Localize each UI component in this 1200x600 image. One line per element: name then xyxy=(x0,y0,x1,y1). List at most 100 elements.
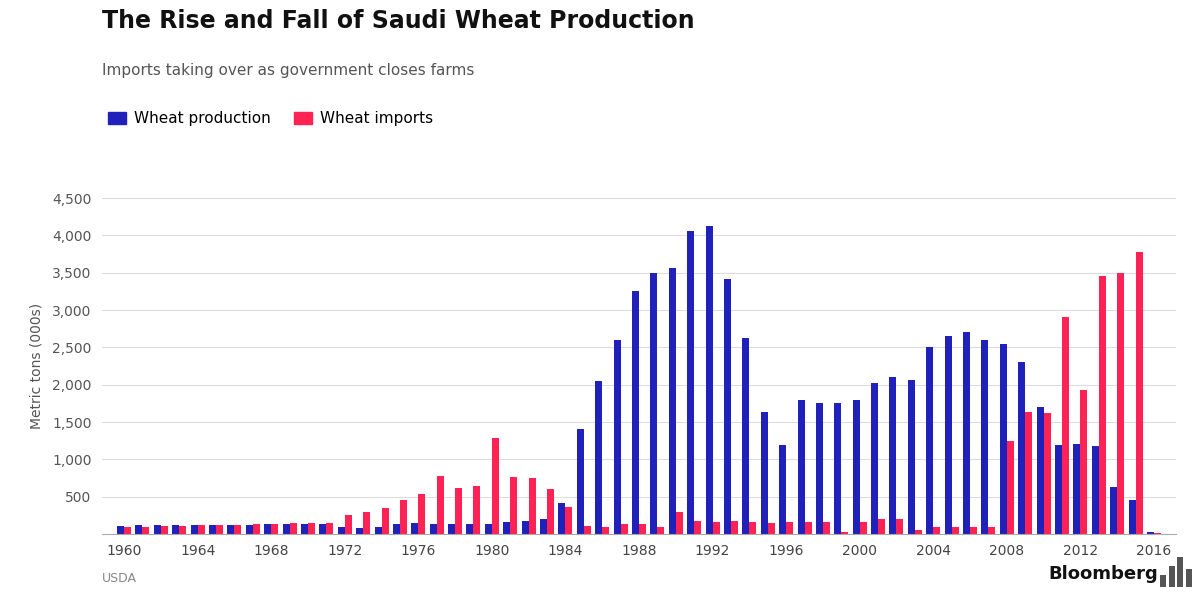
Bar xyxy=(688,231,694,534)
Bar xyxy=(154,525,161,534)
Bar xyxy=(952,527,959,534)
Bar xyxy=(161,526,168,534)
Bar xyxy=(896,519,904,534)
Bar xyxy=(289,523,296,534)
Bar xyxy=(982,340,989,534)
Bar xyxy=(1147,532,1154,534)
Bar xyxy=(577,430,584,534)
Bar xyxy=(908,380,914,534)
Bar xyxy=(658,527,665,534)
Bar xyxy=(786,522,793,534)
Bar xyxy=(1007,440,1014,534)
Bar xyxy=(841,532,848,534)
Bar xyxy=(216,525,223,534)
Bar xyxy=(191,524,198,534)
Bar xyxy=(271,524,278,534)
Bar xyxy=(779,445,786,534)
Bar xyxy=(706,226,713,534)
Bar xyxy=(529,478,535,534)
Bar xyxy=(337,527,344,534)
Bar xyxy=(558,503,565,534)
Bar xyxy=(823,523,830,534)
Bar xyxy=(1117,272,1124,534)
Bar xyxy=(319,524,326,534)
Bar xyxy=(474,486,480,534)
Bar xyxy=(970,527,977,534)
Bar xyxy=(1000,344,1007,534)
Bar xyxy=(503,522,510,534)
Text: Bloomberg: Bloomberg xyxy=(1049,565,1158,583)
Bar xyxy=(1062,317,1069,534)
Bar xyxy=(964,332,970,534)
Bar xyxy=(430,524,437,534)
Bar xyxy=(668,268,676,534)
Bar xyxy=(301,524,308,534)
Y-axis label: Metric tons (000s): Metric tons (000s) xyxy=(30,303,43,429)
Bar xyxy=(798,400,804,534)
Bar xyxy=(364,512,370,534)
Bar xyxy=(676,512,683,534)
Bar xyxy=(326,523,334,534)
Bar xyxy=(1025,412,1032,534)
Bar xyxy=(344,515,352,534)
Bar xyxy=(1177,557,1183,587)
Bar xyxy=(374,527,382,534)
Bar xyxy=(264,524,271,534)
Bar xyxy=(944,336,952,534)
Bar xyxy=(448,524,455,534)
Bar xyxy=(816,403,823,534)
Bar xyxy=(455,488,462,534)
Bar xyxy=(437,476,444,534)
Bar xyxy=(1073,445,1080,534)
Bar xyxy=(878,519,886,534)
Bar xyxy=(743,338,749,534)
Bar xyxy=(1080,390,1087,534)
Bar xyxy=(713,523,720,534)
Text: USDA: USDA xyxy=(102,572,137,585)
Bar xyxy=(282,524,289,534)
Bar xyxy=(749,523,756,534)
Bar xyxy=(118,526,124,534)
Bar xyxy=(124,527,131,534)
Bar xyxy=(650,272,658,534)
Bar xyxy=(761,412,768,534)
Bar xyxy=(143,527,150,534)
Bar xyxy=(926,347,934,534)
Bar xyxy=(1128,500,1135,534)
Bar xyxy=(934,527,941,534)
Bar xyxy=(731,521,738,534)
Bar xyxy=(853,400,859,534)
Bar xyxy=(602,527,610,534)
Bar xyxy=(467,524,474,534)
Bar xyxy=(492,437,499,534)
Bar xyxy=(989,527,996,534)
Bar xyxy=(632,292,638,534)
Bar xyxy=(1135,252,1142,534)
Bar xyxy=(859,523,866,534)
Bar xyxy=(613,340,620,534)
Bar xyxy=(412,523,419,534)
Legend: Wheat production, Wheat imports: Wheat production, Wheat imports xyxy=(102,105,439,132)
Bar xyxy=(1044,413,1050,534)
Text: Imports taking over as government closes farms: Imports taking over as government closes… xyxy=(102,63,474,78)
Bar xyxy=(234,524,241,534)
Bar xyxy=(246,525,253,534)
Bar xyxy=(136,526,143,534)
Bar xyxy=(1092,446,1099,534)
Bar xyxy=(522,521,529,534)
Bar xyxy=(768,523,775,534)
Bar xyxy=(419,494,425,534)
Bar xyxy=(834,403,841,534)
Bar xyxy=(356,528,364,534)
Bar xyxy=(400,500,407,534)
Bar xyxy=(209,525,216,534)
Bar xyxy=(308,523,314,534)
Bar xyxy=(1099,275,1105,534)
Bar xyxy=(540,519,547,534)
Bar xyxy=(1037,407,1044,534)
Bar xyxy=(1160,575,1166,587)
Bar xyxy=(620,524,628,534)
Bar xyxy=(595,381,602,534)
Bar xyxy=(1154,533,1160,534)
Bar xyxy=(392,524,400,534)
